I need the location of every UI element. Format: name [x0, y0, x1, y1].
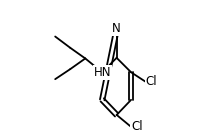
Text: Cl: Cl	[145, 75, 157, 88]
Text: Cl: Cl	[131, 120, 143, 133]
Text: N: N	[112, 22, 121, 35]
Text: HN: HN	[93, 66, 111, 79]
